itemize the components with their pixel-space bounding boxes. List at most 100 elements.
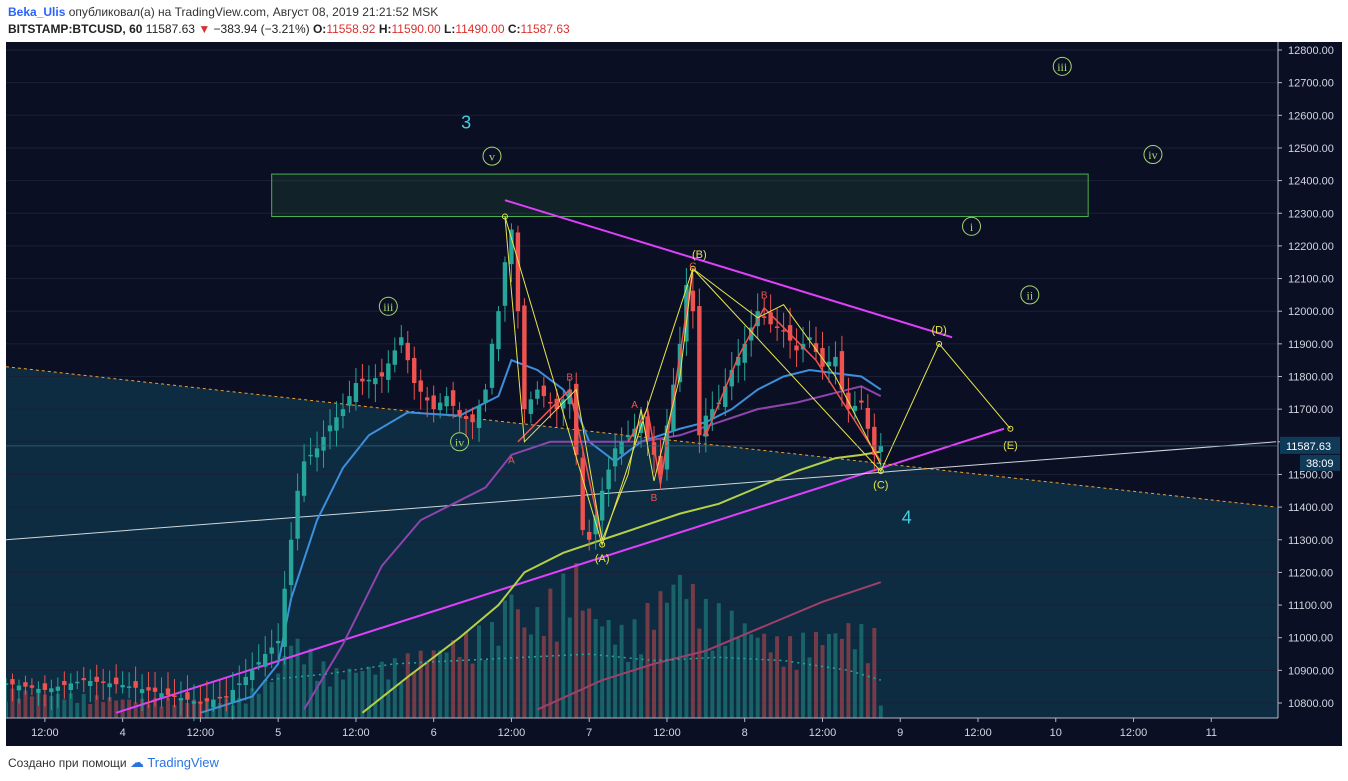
yellow-wave-line (692, 268, 882, 465)
candle-body (625, 435, 631, 438)
volume-bar (146, 704, 151, 718)
candle-body (561, 399, 566, 409)
author-link[interactable]: Beka_Ulis (8, 5, 66, 19)
volume-bar (250, 688, 255, 718)
supply-zone-rect (271, 173, 1089, 218)
candle-body (347, 396, 352, 406)
volume-bar (509, 594, 514, 718)
high-value: 11590.00 (391, 22, 441, 36)
candle-body (587, 531, 592, 540)
candle-body (49, 688, 54, 693)
volume-bar (820, 645, 825, 718)
volume-bar (600, 626, 605, 718)
volume-bar (742, 623, 747, 718)
time-tick-label: 4 (120, 727, 126, 739)
candle-body (813, 343, 819, 353)
high-label: H: (378, 22, 392, 36)
volume-bar (710, 650, 715, 718)
candle-body (742, 343, 747, 363)
candle-body (373, 378, 378, 385)
candle-body (418, 380, 423, 392)
price-tick-label: 12500.00 (1288, 143, 1334, 155)
open-label: O: (312, 22, 327, 36)
price-tick-label: 11200.00 (1288, 567, 1333, 579)
candle-body (502, 262, 508, 306)
volume-bar (438, 650, 443, 718)
wave-point-marker (936, 340, 943, 347)
candle-body (152, 687, 158, 692)
candle-body (515, 232, 521, 312)
volume-bar (814, 631, 818, 718)
candle-body (360, 378, 365, 382)
volume-bar (878, 705, 883, 718)
volume-bar (166, 698, 170, 718)
moving-average-line (303, 385, 882, 711)
volume-bar (120, 699, 125, 718)
wave-label: 3 (461, 113, 471, 133)
wave-label: A (703, 428, 710, 439)
volume-bar (755, 637, 760, 718)
volume-bar (697, 628, 702, 718)
candle-body (295, 490, 300, 539)
volume-bar (302, 664, 307, 718)
volume-bar (671, 584, 676, 718)
volume-bar (412, 672, 417, 718)
price-change: −383.94 (−3.21%) (213, 22, 310, 36)
volume-bar (567, 617, 572, 718)
volume-bar (88, 703, 93, 718)
volume-bar (457, 657, 462, 718)
red-wave-line (517, 388, 603, 540)
volume-bar (645, 603, 650, 718)
candle-body (437, 402, 443, 411)
down-arrow-icon: ▼ (198, 22, 211, 36)
published-text: опубликовал(а) на TradingView.com, Авгус… (65, 5, 439, 19)
wave-label: (A) (595, 553, 610, 565)
volume-bar (801, 632, 806, 718)
candle-body (340, 409, 346, 417)
time-tick-label: 12:00 (964, 727, 992, 739)
time-tick-label: 12:00 (187, 727, 215, 739)
price-tick-label: 11100.00 (1288, 600, 1332, 612)
price-tick-label: 11500.00 (1288, 469, 1333, 481)
price-axis (1278, 42, 1342, 746)
price-tick-label: 10900.00 (1288, 665, 1334, 677)
candle-body (94, 676, 99, 682)
wave-point-marker (877, 468, 884, 475)
candle-body (88, 680, 93, 687)
candle-body (729, 369, 734, 387)
volume-bar (360, 670, 365, 718)
chart-area[interactable]: 3 4 v iii iv i ii iii iv (A) (B) (C) (D) (E) A B A B C A B 12… (6, 42, 1342, 746)
price-tick-label: 12700.00 (1288, 78, 1334, 90)
volume-bar (826, 633, 831, 718)
volume-bar (328, 686, 332, 718)
volume-bar (29, 696, 34, 718)
volume-bar (23, 690, 28, 718)
volume-bar (114, 700, 119, 718)
volume-bar (781, 666, 786, 718)
volume-bar (619, 624, 624, 718)
price-chart[interactable]: 34viiiiviiiiiiiv(A)(B)(C)(D)(E)ABABCAB12… (6, 42, 1342, 746)
wave-label-circle (450, 432, 470, 452)
symbol-label[interactable]: BITSTAMP:BTCUSD, 60 (8, 22, 143, 36)
time-tick-label: 12:00 (1120, 727, 1148, 739)
candle-body (237, 683, 242, 685)
candle-body (450, 390, 456, 406)
wave-label: iii (383, 300, 394, 314)
volume-bar (366, 666, 371, 718)
candle-body (535, 389, 540, 399)
volume-bar (451, 640, 456, 718)
volume-bar (684, 599, 689, 718)
price-tick-label: 11800.00 (1288, 372, 1333, 384)
candle-body (839, 351, 845, 390)
candle-body (736, 356, 741, 366)
tradingview-brand[interactable]: TradingView (147, 755, 219, 770)
volume-bar (839, 638, 844, 718)
volume-bar (237, 698, 242, 718)
candle-body (263, 654, 268, 667)
time-tick-label: 12:00 (653, 727, 681, 739)
wave-label: A (631, 400, 638, 411)
wave-label-circle (1052, 56, 1072, 76)
volume-bar (768, 652, 773, 718)
candle-body (334, 417, 339, 431)
time-tick-label: 11 (1206, 727, 1217, 739)
